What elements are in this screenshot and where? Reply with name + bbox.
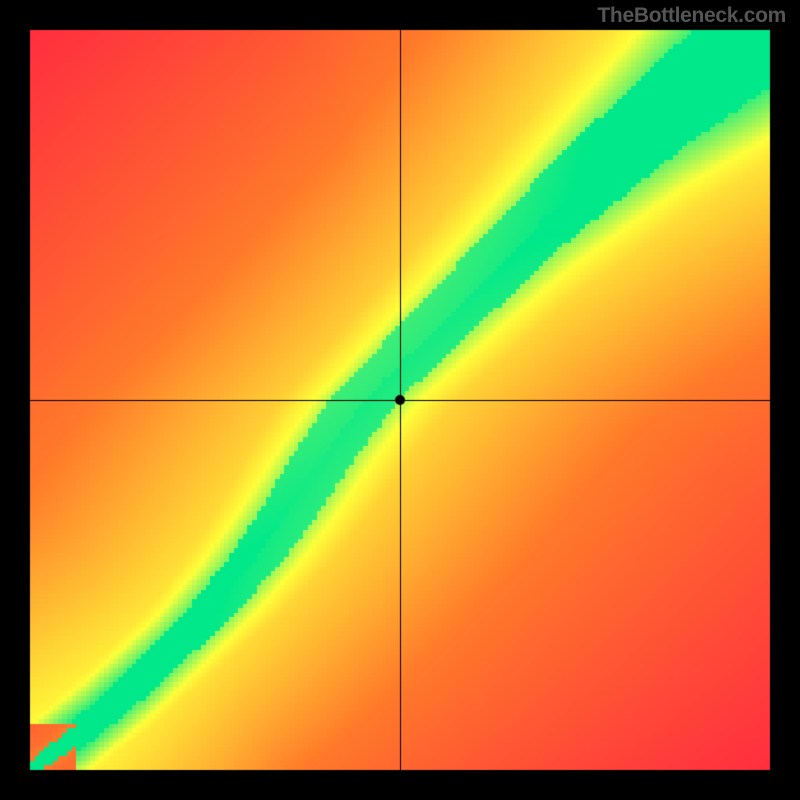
chart-container: { "watermark": { "text": "TheBottleneck.… bbox=[0, 0, 800, 800]
watermark-text: TheBottleneck.com bbox=[597, 4, 786, 28]
bottleneck-heatmap bbox=[0, 0, 800, 800]
